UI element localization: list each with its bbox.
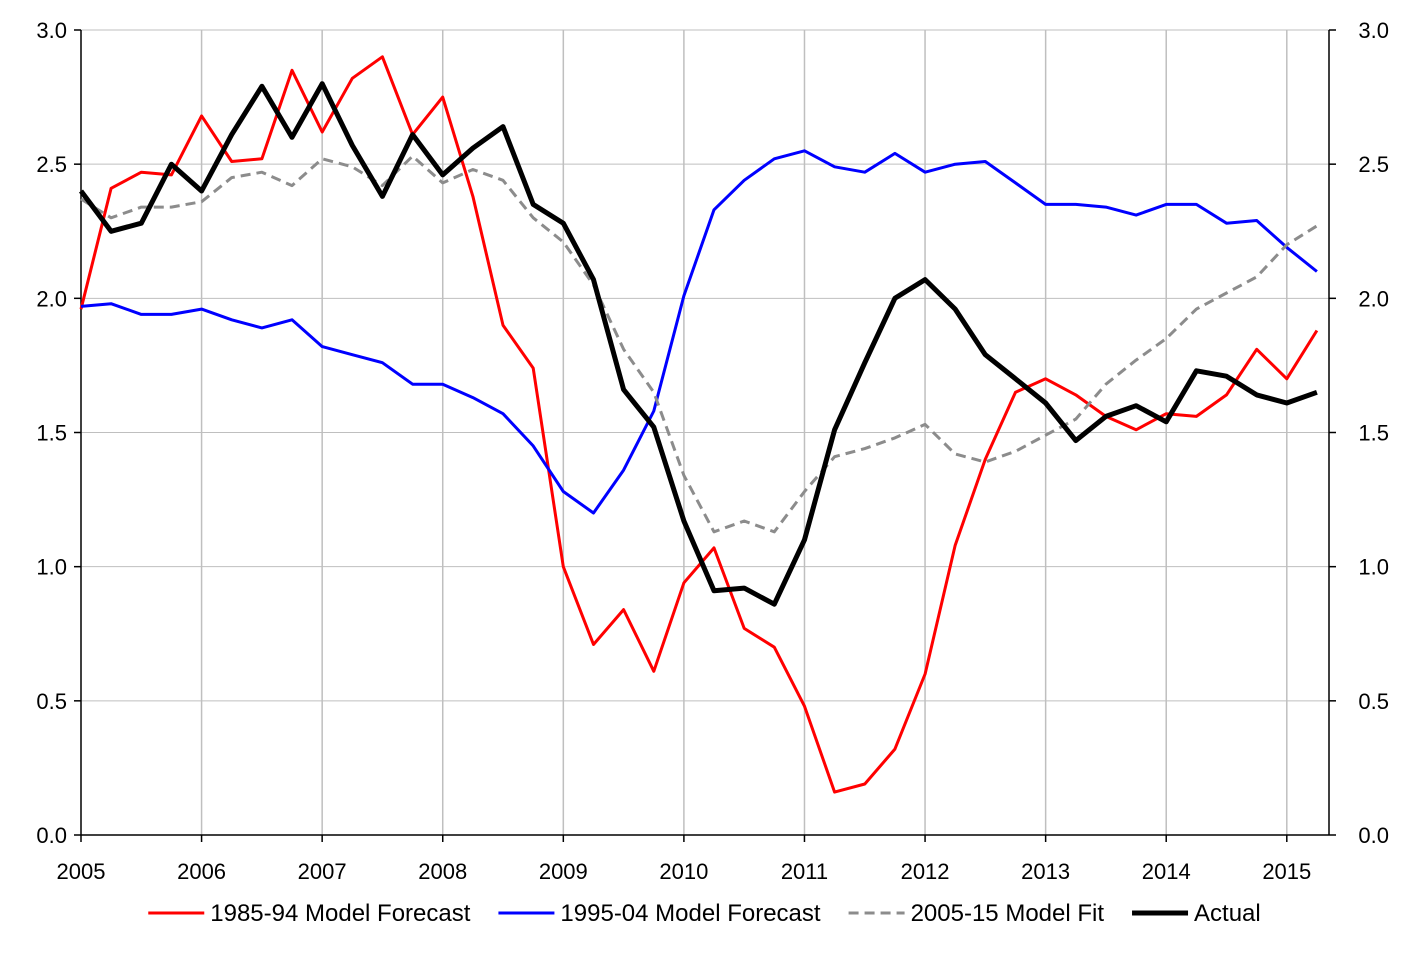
series-line-2 (80, 149, 1318, 515)
legend-label-1: 1985-94 Model Forecast (210, 900, 470, 927)
legend-label-2: 1995-04 Model Forecast (560, 900, 820, 927)
legend-label-3: 2005-15 Model Fit (911, 900, 1105, 927)
x-tick-label: 2013 (1021, 859, 1070, 884)
legend-label-4: Actual (1194, 900, 1261, 927)
x-tick-label: 2008 (418, 859, 467, 884)
series-line-4 (78, 81, 1318, 607)
x-tick-label: 2010 (659, 859, 708, 884)
x-tick-label: 2005 (57, 859, 106, 884)
y-tick-label-left: 0.0 (36, 823, 67, 848)
grid-lines (81, 29, 1329, 835)
x-tick-label: 2012 (901, 859, 950, 884)
y-tick-label-right: 0.5 (1358, 689, 1389, 714)
y-tick-label-left: 1.5 (36, 421, 67, 446)
y-tick-label-right: 2.0 (1358, 286, 1389, 311)
x-tick-label: 2015 (1262, 859, 1311, 884)
x-tick-label: 2006 (177, 859, 226, 884)
y-tick-label-left: 2.0 (36, 286, 67, 311)
y-tick-label-left: 2.5 (36, 152, 67, 177)
axes (74, 29, 1336, 842)
y-tick-label-left: 3.0 (36, 18, 67, 43)
x-tick-label: 2014 (1142, 859, 1191, 884)
y-tick-label-left: 0.5 (36, 689, 67, 714)
series-line-1 (79, 55, 1319, 794)
legend: 1985-94 Model Forecast 1995-04 Model Fore… (148, 900, 1261, 927)
x-tick-label: 2011 (781, 859, 828, 884)
tick-labels: 0.0 0.0 0.5 0.5 1.0 1.0 1.5 1.5 2.0 2.0 2.5 2.5 3.0 3… (36, 18, 1389, 884)
y-tick-label-right: 3.0 (1358, 18, 1389, 43)
y-tick-label-right: 0.0 (1358, 823, 1389, 848)
y-tick-label-right: 1.0 (1358, 555, 1389, 580)
series-lines (78, 55, 1319, 794)
y-tick-label-right: 2.5 (1358, 152, 1389, 177)
y-tick-label-right: 1.5 (1358, 421, 1389, 446)
x-tick-label: 2009 (539, 859, 588, 884)
series-line-3 (80, 154, 1318, 534)
y-tick-label-left: 1.0 (36, 555, 67, 580)
x-tick-label: 2007 (298, 859, 347, 884)
